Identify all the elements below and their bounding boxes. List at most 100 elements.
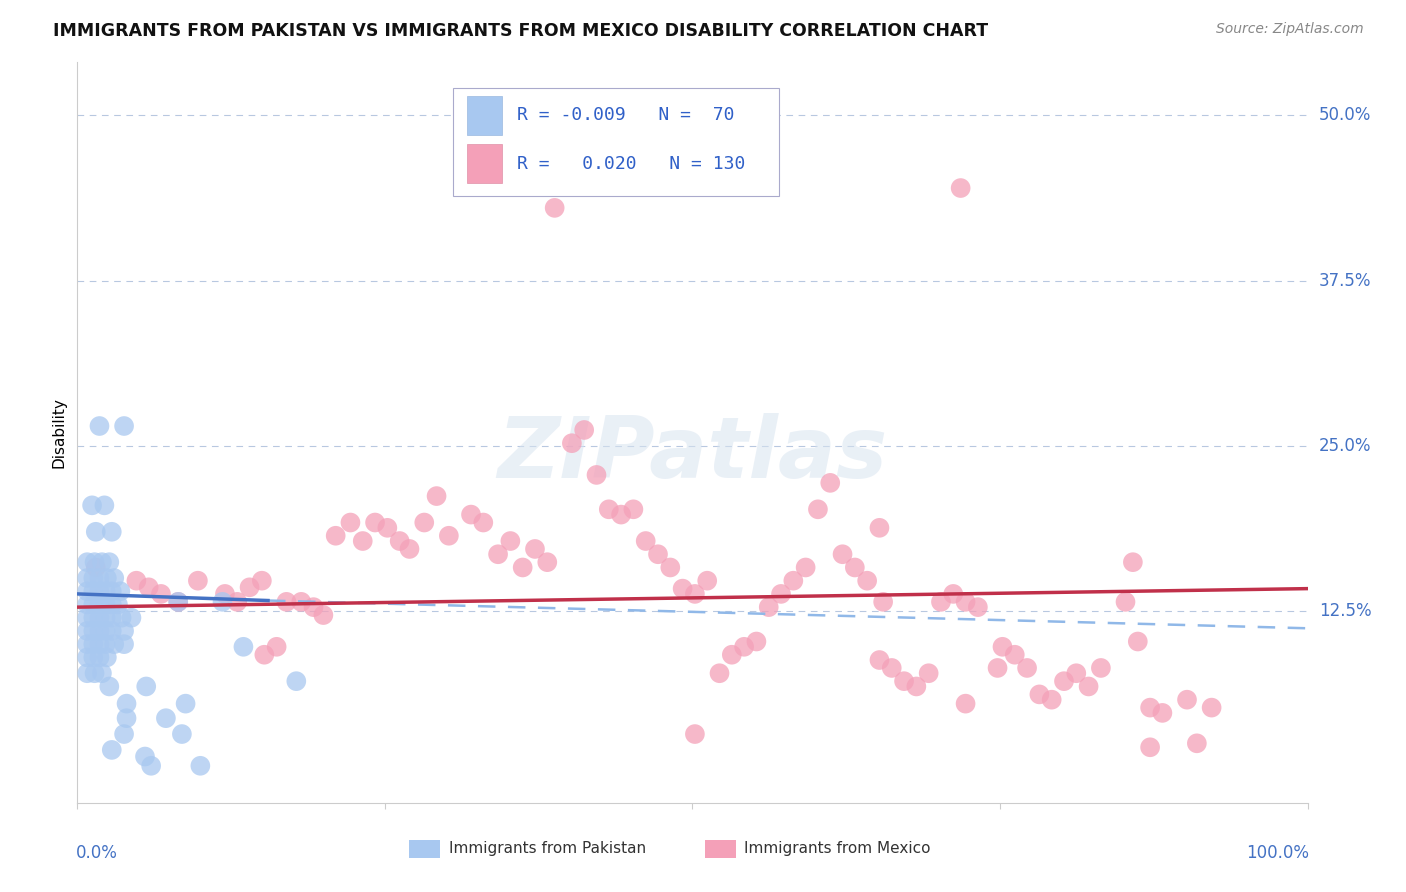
- Point: [82, 584, 104, 599]
- Point: [187, 574, 209, 588]
- Point: [101, 598, 124, 612]
- Point: [76, 571, 98, 585]
- Point: [101, 524, 124, 539]
- Text: IMMIGRANTS FROM PAKISTAN VS IMMIGRANTS FROM MEXICO DISABILITY CORRELATION CHART: IMMIGRANTS FROM PAKISTAN VS IMMIGRANTS F…: [53, 22, 988, 40]
- Point: [1115, 595, 1137, 609]
- Point: [76, 666, 98, 681]
- Point: [987, 661, 1010, 675]
- Point: [929, 595, 952, 609]
- Point: [112, 419, 135, 434]
- Point: [499, 534, 522, 549]
- Point: [709, 666, 731, 681]
- Point: [101, 624, 124, 638]
- Point: [253, 648, 276, 662]
- Point: [1077, 680, 1099, 694]
- Point: [276, 595, 298, 609]
- Point: [364, 516, 387, 530]
- Point: [1185, 736, 1208, 750]
- Point: [1152, 706, 1174, 720]
- Bar: [704, 840, 735, 858]
- Point: [96, 571, 118, 585]
- Point: [94, 637, 117, 651]
- Point: [991, 640, 1014, 654]
- Point: [76, 611, 98, 625]
- Point: [167, 595, 190, 609]
- Point: [239, 580, 262, 594]
- Point: [83, 555, 105, 569]
- Point: [659, 560, 682, 574]
- Point: [111, 611, 132, 625]
- Text: ZIPatlas: ZIPatlas: [498, 413, 887, 496]
- Point: [96, 650, 118, 665]
- Point: [942, 587, 965, 601]
- Point: [893, 674, 915, 689]
- Point: [112, 637, 135, 651]
- Point: [170, 727, 193, 741]
- Point: [377, 521, 399, 535]
- Point: [1139, 700, 1161, 714]
- Point: [967, 600, 990, 615]
- Point: [1122, 555, 1144, 569]
- Point: [101, 584, 124, 599]
- Point: [388, 534, 411, 549]
- Point: [398, 541, 420, 556]
- Point: [138, 580, 160, 594]
- Text: 25.0%: 25.0%: [1319, 437, 1371, 455]
- Point: [1017, 661, 1039, 675]
- Point: [486, 547, 509, 561]
- Point: [90, 555, 114, 569]
- Point: [672, 582, 695, 596]
- Point: [214, 587, 236, 601]
- Point: [536, 555, 558, 569]
- Point: [98, 680, 121, 694]
- Point: [290, 595, 312, 609]
- Text: Immigrants from Pakistan: Immigrants from Pakistan: [449, 841, 645, 856]
- Text: 12.5%: 12.5%: [1319, 602, 1371, 620]
- Point: [76, 598, 98, 612]
- Text: 0.0%: 0.0%: [76, 844, 118, 862]
- Point: [647, 547, 669, 561]
- Point: [94, 598, 117, 612]
- Point: [683, 587, 706, 601]
- Point: [110, 584, 132, 599]
- Point: [134, 749, 156, 764]
- Point: [94, 611, 117, 625]
- Point: [696, 574, 718, 588]
- Point: [115, 711, 138, 725]
- Point: [115, 697, 138, 711]
- Point: [426, 489, 449, 503]
- Point: [339, 516, 361, 530]
- Point: [1028, 687, 1050, 701]
- Point: [869, 653, 891, 667]
- Point: [807, 502, 830, 516]
- Point: [174, 697, 197, 711]
- Point: [211, 595, 233, 609]
- Point: [94, 584, 117, 599]
- Point: [820, 475, 842, 490]
- Point: [574, 423, 596, 437]
- Point: [302, 600, 325, 615]
- Point: [76, 650, 98, 665]
- Point: [76, 584, 98, 599]
- Point: [82, 637, 104, 651]
- Point: [524, 541, 547, 556]
- Text: 37.5%: 37.5%: [1319, 271, 1371, 290]
- Point: [544, 201, 567, 215]
- Point: [112, 624, 135, 638]
- Point: [94, 624, 117, 638]
- Point: [831, 547, 853, 561]
- Point: [84, 524, 107, 539]
- Bar: [467, 96, 502, 135]
- Point: [955, 697, 977, 711]
- FancyBboxPatch shape: [453, 88, 779, 195]
- Point: [167, 595, 190, 609]
- Point: [733, 640, 755, 654]
- Point: [82, 611, 104, 625]
- Point: [1201, 700, 1223, 714]
- Point: [949, 181, 972, 195]
- Point: [89, 584, 111, 599]
- Point: [89, 624, 111, 638]
- Point: [512, 560, 534, 574]
- Point: [103, 637, 125, 651]
- Point: [82, 598, 104, 612]
